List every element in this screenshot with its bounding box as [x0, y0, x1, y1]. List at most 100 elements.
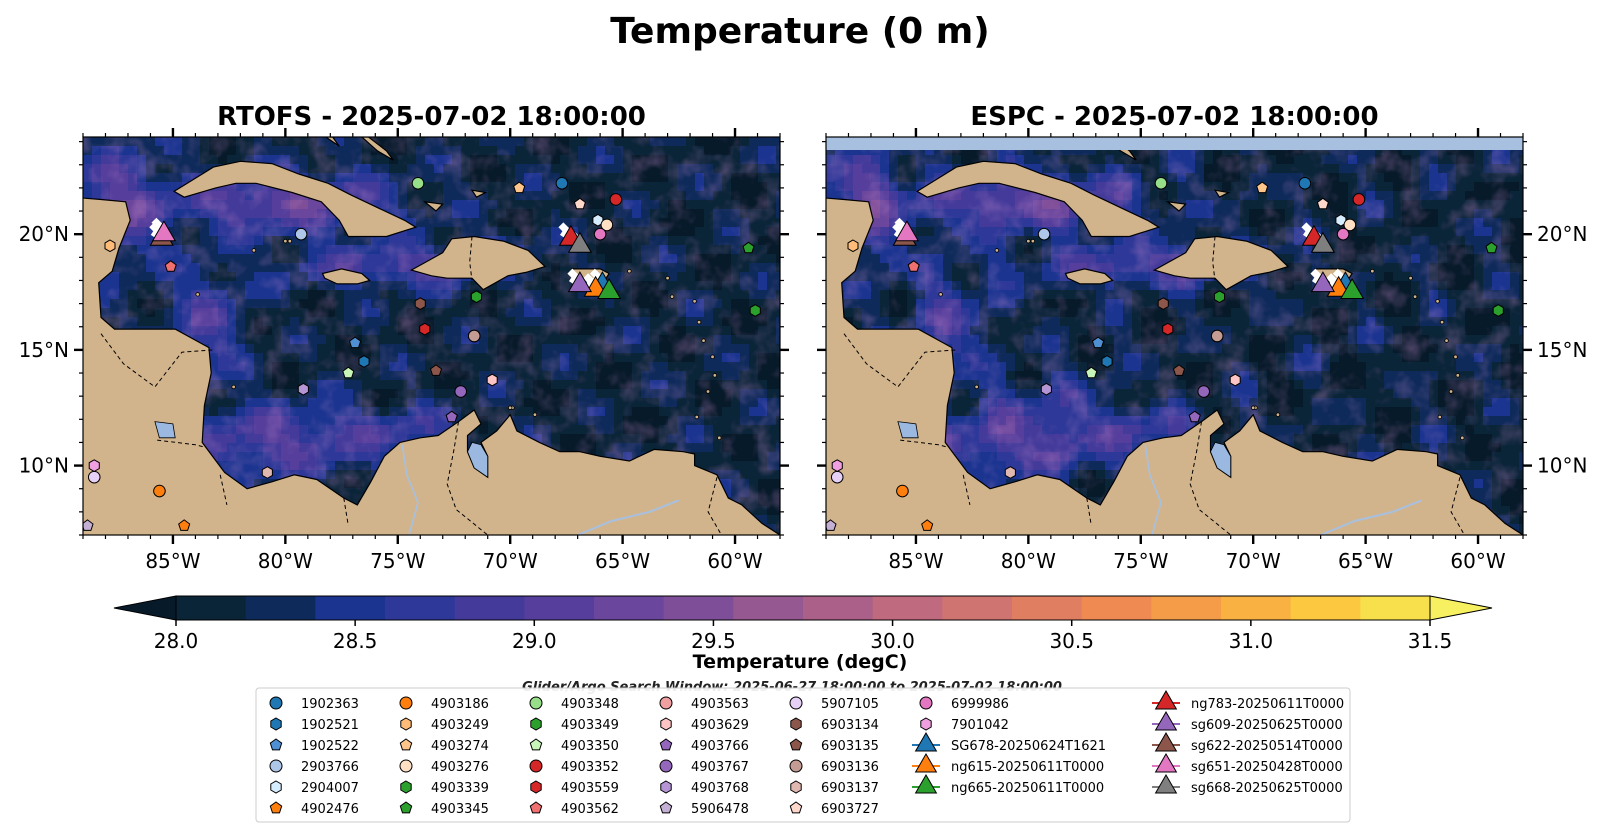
legend-item-sg668-20250625T0000: sg668-20250625T0000 [1152, 774, 1343, 796]
legend-marker [530, 717, 542, 731]
legend-marker [399, 738, 413, 751]
colorbar-segment [872, 596, 943, 620]
legend-label: 4903348 [561, 697, 619, 712]
legend-label: sg622-20250514T0000 [1191, 739, 1343, 754]
legend-label: ng783-20250611T0000 [1191, 697, 1344, 712]
legend-item-6903727: 6903727 [789, 801, 879, 817]
argo-float-4903249 [847, 239, 859, 253]
argo-float-4903349 [749, 304, 761, 317]
colorbar-label: Temperature (degC) [693, 651, 908, 673]
legend-marker [914, 753, 938, 773]
figure-title: Temperature (0 m) [610, 11, 989, 52]
country-border [219, 474, 228, 506]
small-island [696, 319, 702, 325]
colorbar-tick-label: 28.5 [333, 629, 378, 653]
argo-float-4903352 [609, 193, 623, 206]
argo-float-4903249 [104, 239, 116, 253]
legend-marker [659, 738, 673, 751]
country-border [343, 497, 349, 526]
small-island [1026, 238, 1031, 244]
argo-float-5906478 [83, 519, 94, 531]
colorbar-segment [803, 596, 874, 620]
glider-sg668-20250625T0000 [567, 231, 593, 253]
glider-sg609-20250625T0000 [567, 271, 593, 293]
colorbar-segment [1290, 596, 1361, 620]
legend-label: 5907105 [821, 697, 879, 712]
colorbar-tick-label: 29.0 [512, 629, 557, 653]
argo-float-2904007 [592, 213, 604, 227]
legend-label: sg609-20250625T0000 [1191, 718, 1343, 733]
panel-title: ESPC - 2025-07-02 18:00:00 [970, 102, 1378, 132]
argo-float-1902363 [1298, 176, 1312, 190]
argo-float-4903767 [1197, 385, 1211, 398]
legend-label: 2904007 [301, 781, 359, 796]
legend-label: 4903766 [691, 739, 749, 754]
argo-float-4903276 [600, 218, 614, 232]
small-island [1453, 354, 1458, 360]
legend-marker [270, 780, 282, 794]
map-panel-rtofs: RTOFS - 2025-07-02 18:00:00 85°W 80°W 75°W 7… [19, 102, 789, 573]
legend-marker [269, 801, 283, 814]
argo-float-2904007 [1335, 213, 1347, 227]
argo-float-4903629 [486, 373, 498, 387]
argo-float-4903350 [342, 366, 355, 379]
legend-label: 4903559 [561, 781, 619, 796]
colorbar-segment [1081, 596, 1152, 620]
argo-float-6903137 [261, 466, 273, 479]
argo-float-4903766 [1188, 410, 1201, 423]
legend-label: 4903767 [691, 760, 749, 775]
colorbar-tick-label: 30.5 [1049, 629, 1094, 653]
small-island [701, 338, 706, 343]
legend-label: 6903137 [821, 781, 879, 796]
argo-float-1902522 [348, 336, 362, 349]
glider-track-ng783-20250611T0000 [1301, 222, 1314, 239]
y-tick-label: 15°N [1537, 338, 1587, 362]
legend-marker [919, 696, 933, 710]
legend-item-ng783-20250611T0000: ng783-20250611T0000 [1152, 690, 1344, 712]
colorbar-under-arrow [113, 595, 177, 621]
argo-float-5906478 [826, 519, 837, 531]
argo-float-4903559 [419, 322, 431, 336]
argo-float-7901042 [88, 459, 100, 472]
glider-sg609-20250625T0000 [1310, 271, 1336, 293]
argo-float-4903339 [470, 290, 482, 304]
argo-float-4903766 [445, 410, 458, 423]
legend-label: 4903349 [561, 718, 619, 733]
argo-float-4902476 [921, 519, 934, 531]
legend-item-1902363: 1902363 [269, 696, 359, 712]
colorbar-segment [524, 596, 595, 620]
legend-item-1902522: 1902522 [269, 738, 359, 754]
legend-marker [1154, 774, 1178, 794]
argo-float-4903348 [1154, 176, 1168, 190]
small-island [712, 373, 717, 378]
legend-item-1902521: 1902521 [270, 717, 359, 733]
argo-float-4903348 [411, 176, 425, 190]
small-island [287, 238, 293, 244]
x-tick-label: 85°W [145, 549, 200, 573]
legend-marker [269, 738, 283, 751]
small-island [1455, 373, 1460, 378]
argo-float-4903768 [1040, 382, 1052, 396]
y-tick-label: 20°N [1537, 222, 1587, 246]
small-island [1444, 338, 1449, 343]
map-panel-espc: ESPC - 2025-07-02 18:00:00 85°W 80°W 75°W 70… [817, 102, 1587, 573]
argo-float-4902476 [178, 519, 191, 531]
argo-float-4903350 [1085, 366, 1098, 379]
legend-item-2904007: 2904007 [270, 780, 359, 796]
colorbar-segment [1221, 596, 1292, 620]
legend-marker [530, 780, 542, 794]
argo-float-6903137 [1004, 466, 1016, 479]
legend-label: 4903563 [691, 697, 749, 712]
glider-markers [149, 217, 622, 299]
x-tick-label: 80°W [1001, 549, 1056, 573]
legend-item-6999986: 6999986 [919, 696, 1009, 712]
argo-float-6903727 [1316, 197, 1329, 210]
country-border [446, 421, 489, 535]
small-island [692, 299, 697, 304]
country-border [1189, 421, 1232, 535]
glider-track-sg651-20250428T0000 [151, 217, 164, 235]
argo-float-4903352 [1352, 193, 1366, 206]
argo-float-markers [826, 176, 1504, 531]
small-island [283, 238, 288, 244]
country-border [1212, 236, 1216, 281]
